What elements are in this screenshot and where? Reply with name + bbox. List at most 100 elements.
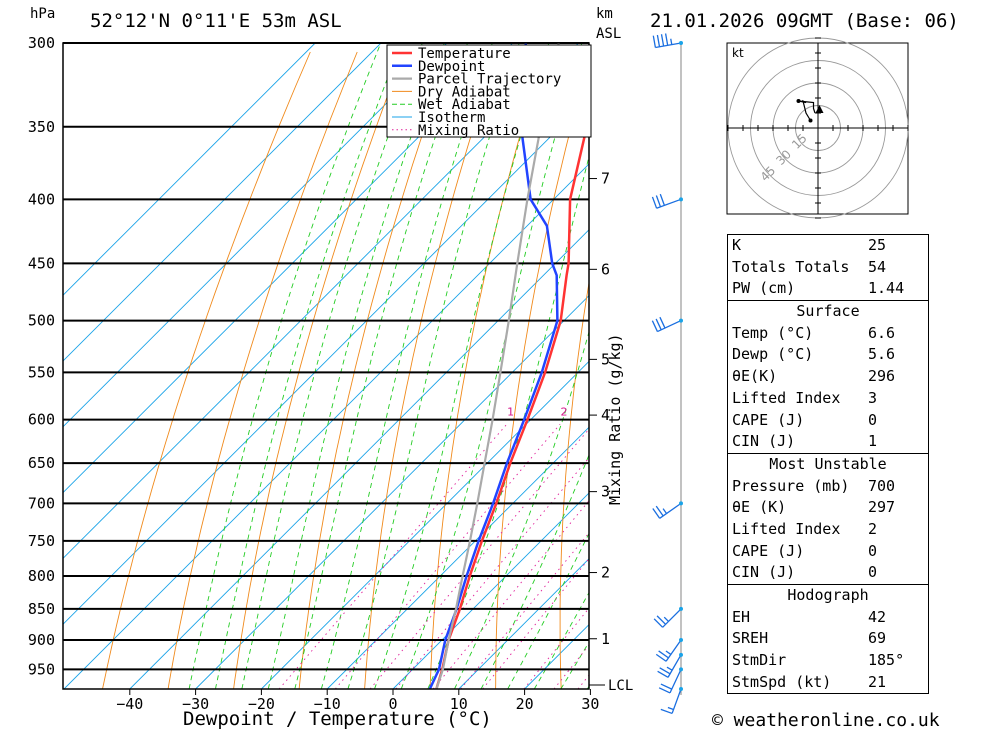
index-row: PW (cm) 1.44 (732, 279, 905, 298)
surface-row: CIN (J) 1 (732, 432, 878, 451)
temperature-tick-label: 20 (516, 695, 534, 713)
pressure-tick-label: 550 (28, 363, 55, 381)
legend-entry: Isotherm (418, 110, 485, 126)
datetime-label: 21.01.2026 09GMT (Base: 06) (650, 10, 959, 32)
wind-barb-dot (679, 197, 683, 202)
dry-adiabat-line (559, 280, 589, 689)
isotherm-line (195, 294, 589, 689)
isotherm-line (326, 426, 589, 689)
temperature-line (435, 118, 589, 689)
x-axis-label: Dewpoint / Temperature (°C) (183, 708, 492, 730)
wind-barb-flag (660, 683, 673, 690)
dry-adiabat-line (683, 52, 732, 689)
wind-barb-flag (651, 196, 658, 209)
most-unstable-title: Most Unstable (728, 452, 928, 476)
wind-barb-flag (658, 687, 671, 694)
storm-motion-marker (815, 105, 824, 113)
index-row: K 25 (732, 236, 887, 254)
wind-barb-dot (679, 606, 683, 611)
legend-entry: Parcel Trajectory (418, 72, 561, 88)
pressure-tick-label: 300 (28, 34, 55, 52)
isotherm-line (458, 558, 589, 689)
most-unstable-row: Pressure (mb) 700 (732, 476, 896, 495)
most-unstable-row: CIN (J) 0 (732, 563, 878, 582)
wet-adiabat-line (294, 43, 468, 689)
legend-entry: Dewpoint (418, 59, 485, 75)
isotherm-line (261, 360, 589, 689)
isotherm-line (63, 43, 579, 560)
pressure-tick-label: 950 (28, 660, 55, 678)
wet-adiabat-line (480, 453, 589, 689)
mixing-ratio-tick-label: 1 (507, 406, 514, 419)
surface-row: Lifted Index 3 (732, 388, 878, 407)
temperature-tick-label: −30 (182, 695, 209, 713)
wind-barb-flag (663, 616, 669, 622)
surface-row: CAPE (J) 0 (732, 410, 878, 429)
legend-box (386, 44, 592, 138)
wind-barb-flag (656, 34, 661, 47)
temperature-tick-label: 10 (450, 695, 468, 713)
wind-barb-flag (659, 193, 665, 206)
pressure-tick-label: 750 (28, 532, 55, 550)
wet-adiabat-line (374, 43, 550, 689)
temperature-tick-label: −20 (248, 695, 275, 713)
wind-barb-flag (655, 318, 662, 331)
wind-barb (652, 501, 683, 519)
pressure-tick-label: 900 (28, 631, 55, 649)
pressure-tick-label: 800 (28, 567, 55, 585)
wind-barb-flag (656, 615, 667, 625)
km-label: km (596, 6, 613, 22)
height-tick-label: 6 (601, 260, 610, 278)
height-tick-label: 7 (601, 170, 610, 188)
wind-barb (655, 637, 683, 662)
dry-adiabat-line (364, 51, 499, 689)
wet-adiabat-line (215, 43, 402, 689)
dry-adiabat-line (622, 52, 685, 689)
hodograph-row: StmDir 185° (732, 651, 905, 670)
wind-barb-flag (662, 508, 668, 514)
wind-barb-flag (667, 706, 674, 711)
height-tick-label: 3 (601, 483, 610, 501)
wind-barb-flag (652, 508, 661, 519)
wet-adiabat-line (320, 43, 493, 689)
most-unstable-row: Lifted Index 2 (732, 519, 878, 538)
most-unstable-row: CAPE (J) 0 (732, 541, 878, 560)
dry-adiabat-line (102, 51, 311, 689)
copyright-text: © weatheronline.co.uk (712, 710, 940, 731)
hodograph-trace (798, 99, 816, 121)
wind-barb (651, 316, 683, 333)
legend-entry: Temperature (418, 46, 511, 62)
pressure-tick-label: 700 (28, 494, 55, 512)
wind-barb-flag (655, 505, 664, 517)
mixing-ratio-line (369, 428, 589, 689)
surface-row: θE(K) 296 (732, 367, 896, 386)
pressure-tick-label: 850 (28, 600, 55, 618)
parcel-trajectory-line (435, 43, 560, 689)
location-title: 52°12'N 0°11'E 53m ASL (90, 10, 342, 32)
temperature-tick-label: 0 (388, 695, 397, 713)
mixing-ratio-axis-label: Mixing Ratio (g/kg) (606, 333, 624, 505)
wind-barb-flag (657, 670, 669, 678)
pressure-tick-label: 600 (28, 411, 55, 429)
hodograph-row: EH 42 (732, 607, 887, 626)
isotherm-line (63, 43, 382, 362)
surface-row: Dewp (°C) 5.6 (732, 345, 896, 364)
hodograph-unit-label: kt (732, 46, 744, 60)
dry-adiabat-line (429, 51, 546, 689)
wind-barb-flag (664, 33, 669, 46)
wet-adiabat-line (400, 43, 583, 689)
height-tick-label: 2 (601, 564, 610, 582)
hodograph-row: SREH 69 (732, 629, 887, 648)
wet-adiabat-line (241, 43, 423, 689)
pressure-tick-label: 400 (28, 190, 55, 208)
surface-row: Temp (°C) 6.6 (732, 323, 896, 342)
wind-barb-dot (679, 318, 683, 323)
wind-barb (653, 606, 683, 628)
lcl-label: LCL (608, 678, 633, 694)
dry-adiabat-line (167, 51, 358, 689)
isotherm-line (129, 229, 589, 689)
hodograph-row: StmSpd (kt) 21 (732, 672, 887, 691)
index-row: Totals Totals 54 (732, 257, 887, 276)
dry-adiabat-line (233, 51, 405, 689)
temperature-tick-label: −10 (314, 695, 341, 713)
